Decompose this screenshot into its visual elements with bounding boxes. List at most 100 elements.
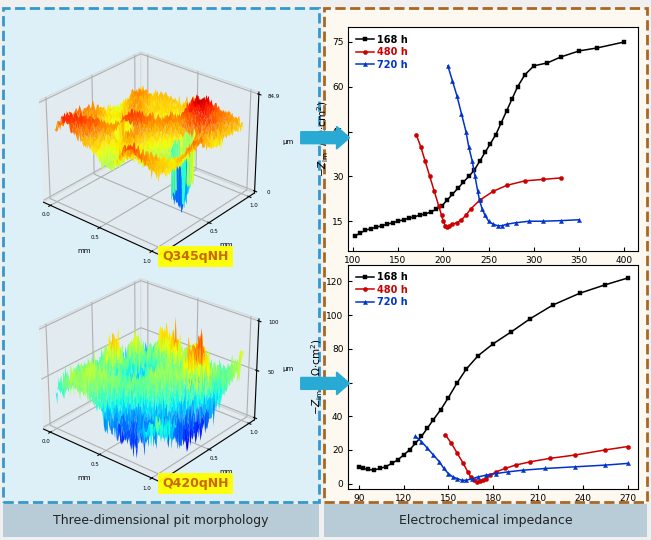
168 h — [620, 39, 628, 45]
720 h — [474, 188, 482, 194]
168 h — [462, 366, 470, 372]
168 h — [465, 173, 473, 180]
720 h — [512, 219, 519, 226]
168 h — [492, 131, 500, 138]
Line: 720 h: 720 h — [413, 434, 630, 482]
480 h — [430, 188, 438, 194]
480 h — [473, 479, 480, 485]
168 h — [486, 140, 494, 147]
X-axis label: $Z_\mathrm{re}$  /($\Omega$$\cdot$cm$^2$): $Z_\mathrm{re}$ /($\Omega$$\cdot$cm$^2$) — [460, 266, 527, 282]
Y-axis label: mm: mm — [220, 242, 233, 248]
168 h — [432, 206, 440, 213]
720 h — [458, 477, 465, 483]
168 h — [351, 233, 359, 239]
168 h — [437, 203, 445, 210]
168 h — [530, 63, 538, 69]
480 h — [478, 477, 486, 483]
Text: Q345qNH: Q345qNH — [162, 250, 229, 263]
168 h — [476, 158, 484, 165]
720 h — [465, 143, 473, 150]
168 h — [400, 452, 408, 458]
168 h — [427, 209, 435, 215]
480 h — [503, 182, 510, 188]
X-axis label: mm: mm — [78, 248, 91, 254]
Y-axis label: $-Z_\mathrm{im}$  /($\Omega$$\cdot$cm$^2$): $-Z_\mathrm{im}$ /($\Omega$$\cdot$cm$^2$… — [309, 339, 325, 415]
720 h — [539, 218, 547, 225]
168 h — [424, 425, 432, 431]
480 h — [476, 197, 484, 204]
480 h — [467, 206, 475, 213]
480 h — [546, 455, 554, 462]
480 h — [490, 188, 497, 194]
480 h — [449, 221, 456, 227]
168 h — [421, 211, 429, 217]
480 h — [512, 462, 519, 468]
720 h — [490, 221, 497, 227]
720 h — [482, 472, 490, 478]
168 h — [430, 416, 437, 423]
X-axis label: $Z_\mathrm{re}$ /($\Omega$$\cdot$cm$^2$): $Z_\mathrm{re}$ /($\Omega$$\cdot$cm$^2$) — [462, 504, 525, 519]
720 h — [411, 433, 419, 440]
168 h — [624, 275, 631, 281]
480 h — [417, 143, 424, 150]
Line: 168 h: 168 h — [353, 40, 626, 238]
720 h — [478, 206, 486, 213]
168 h — [378, 222, 385, 229]
720 h — [453, 92, 461, 99]
168 h — [475, 352, 482, 359]
168 h — [417, 433, 425, 440]
720 h — [444, 63, 452, 69]
480 h — [445, 222, 452, 229]
168 h — [372, 224, 380, 231]
Y-axis label: $-Z_\mathrm{im}$  /($\Omega$$\cdot$cm$^2$): $-Z_\mathrm{im}$ /($\Omega$$\cdot$cm$^2$… — [315, 101, 331, 177]
168 h — [411, 440, 419, 447]
Text: Electrochemical impedance: Electrochemical impedance — [398, 514, 572, 527]
720 h — [445, 470, 452, 477]
Legend: 168 h, 480 h, 720 h: 168 h, 480 h, 720 h — [353, 269, 411, 310]
480 h — [464, 469, 472, 475]
168 h — [443, 197, 451, 204]
480 h — [458, 217, 465, 223]
720 h — [417, 438, 425, 445]
Text: Three-dimensional pit morphology: Three-dimensional pit morphology — [53, 514, 269, 527]
480 h — [521, 178, 529, 184]
720 h — [575, 217, 583, 223]
168 h — [602, 281, 609, 288]
168 h — [460, 179, 467, 186]
720 h — [436, 458, 443, 465]
168 h — [508, 96, 516, 102]
720 h — [469, 158, 477, 165]
720 h — [492, 470, 500, 477]
480 h — [486, 472, 494, 478]
720 h — [572, 463, 579, 470]
480 h — [443, 224, 451, 231]
720 h — [503, 221, 510, 227]
720 h — [525, 218, 533, 225]
168 h — [549, 302, 557, 308]
168 h — [449, 191, 456, 198]
480 h — [482, 475, 490, 482]
168 h — [388, 460, 396, 467]
X-axis label: mm: mm — [78, 475, 91, 481]
720 h — [424, 445, 432, 451]
720 h — [449, 474, 457, 480]
168 h — [514, 84, 521, 90]
168 h — [394, 218, 402, 225]
720 h — [504, 469, 512, 475]
480 h — [453, 219, 461, 226]
Line: 168 h: 168 h — [357, 276, 630, 472]
Line: 480 h: 480 h — [414, 132, 563, 230]
720 h — [440, 465, 448, 472]
168 h — [394, 457, 402, 463]
480 h — [492, 469, 500, 475]
168 h — [490, 341, 497, 347]
168 h — [359, 465, 367, 472]
480 h — [453, 450, 461, 456]
480 h — [557, 174, 565, 181]
168 h — [521, 72, 529, 78]
168 h — [361, 227, 369, 233]
720 h — [476, 197, 484, 204]
168 h — [507, 329, 515, 335]
168 h — [389, 219, 396, 226]
480 h — [462, 212, 470, 219]
